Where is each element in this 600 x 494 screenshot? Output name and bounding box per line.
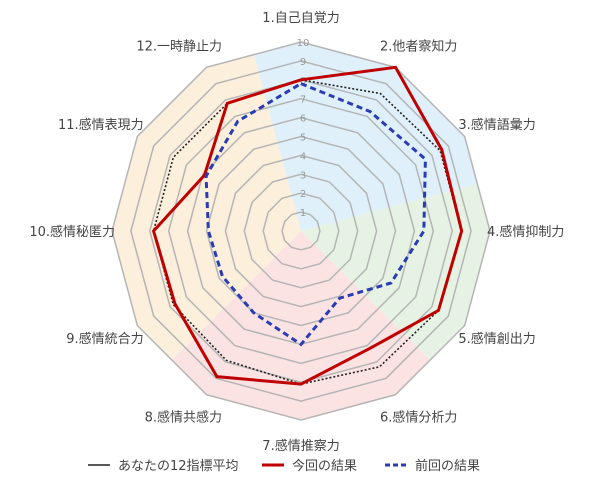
category-label: 4.感情抑制力 bbox=[487, 224, 564, 240]
category-label: 1.自己自覚力 bbox=[262, 11, 339, 26]
grid-ring bbox=[167, 97, 435, 365]
legend-label: 前回の結果 bbox=[415, 458, 480, 474]
grid-rings bbox=[111, 41, 491, 421]
tick-label: 5 bbox=[300, 133, 306, 144]
series-lines bbox=[151, 65, 464, 386]
category-label: 9.感情統合力 bbox=[66, 331, 143, 347]
grid-ring bbox=[130, 60, 472, 402]
grid-ring bbox=[262, 192, 340, 270]
series-solid-line bbox=[151, 65, 464, 386]
category-label: 5.感情創出力 bbox=[458, 331, 535, 347]
legend: あなたの12指標平均 今回の結果 前回の結果 bbox=[88, 458, 480, 474]
tick-label: 3 bbox=[300, 170, 306, 181]
category-label: 7.感情推察力 bbox=[262, 438, 339, 454]
category-label: 3.感情語彙力 bbox=[458, 117, 535, 133]
background-sectors bbox=[112, 42, 490, 420]
category-label: 8.感情共感力 bbox=[145, 409, 222, 425]
category-label: 10.感情秘匿力 bbox=[29, 224, 115, 240]
category-label: 2.他者察知力 bbox=[380, 39, 457, 55]
sector-background bbox=[301, 163, 490, 415]
grid-ring bbox=[224, 154, 378, 308]
category-label: 12.一時静止力 bbox=[136, 40, 222, 55]
legend-label: あなたの12指標平均 bbox=[118, 459, 239, 474]
series-dashed-line bbox=[204, 81, 427, 347]
legend-label: 今回の結果 bbox=[292, 458, 357, 474]
grid-ring bbox=[281, 211, 321, 251]
tick-labels: 1 2 3 4 5 6 7 8 9 10 bbox=[297, 38, 310, 219]
tick-label: 6 bbox=[300, 114, 306, 125]
sector-background bbox=[117, 231, 485, 420]
tick-label: 8 bbox=[300, 76, 306, 87]
category-label: 11.感情表現力 bbox=[58, 117, 144, 133]
grid-ring bbox=[111, 41, 491, 421]
category-label: 6.感情分析力 bbox=[380, 409, 457, 425]
grid-ring bbox=[243, 173, 359, 289]
tick-label: 1 bbox=[300, 208, 306, 219]
tick-label: 10 bbox=[297, 38, 310, 49]
grid-ring bbox=[149, 79, 453, 383]
tick-label: 4 bbox=[300, 151, 306, 162]
tick-label: 7 bbox=[300, 95, 306, 106]
category-labels: 1.自己自覚力 2.他者察知力 3.感情語彙力 4.感情抑制力 5.感情創出力 6.感情分… bbox=[29, 11, 564, 454]
tick-label: 9 bbox=[300, 57, 306, 68]
tick-label: 2 bbox=[300, 189, 306, 200]
grid-ring bbox=[205, 135, 397, 327]
sector-background bbox=[112, 42, 301, 415]
